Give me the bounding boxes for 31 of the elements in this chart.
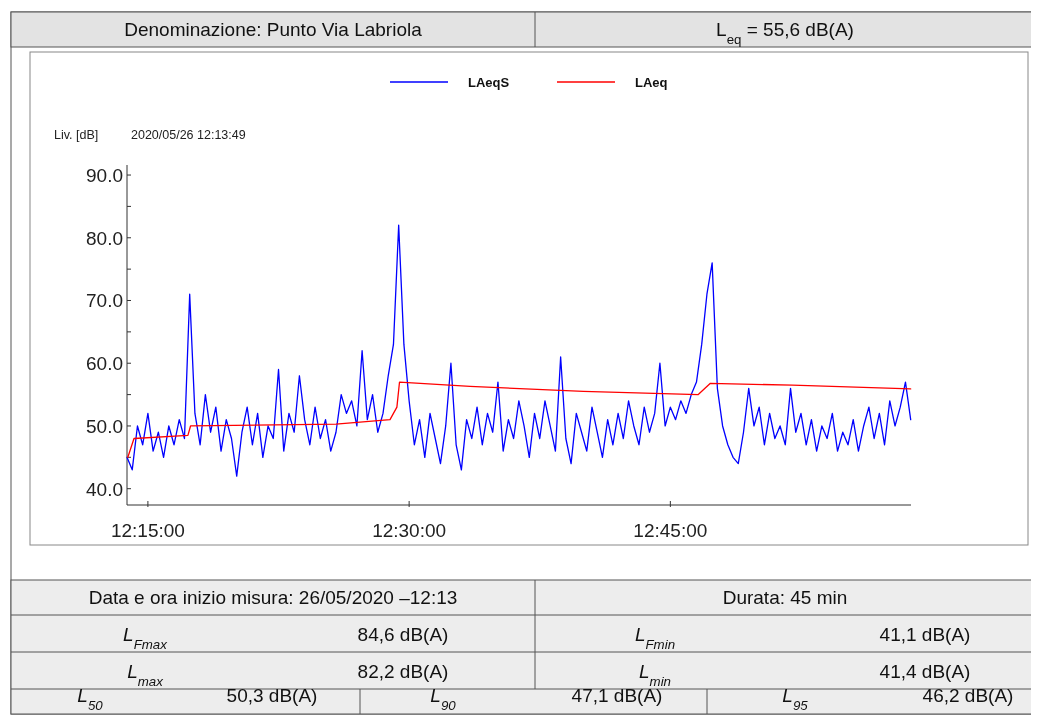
y-axis-title: Liv. [dB] <box>54 128 99 142</box>
text: 2020/05/26 12:13:49 <box>131 128 246 142</box>
text: 41,1 dB(A) <box>879 624 971 645</box>
y-tick-label: 50.0 <box>86 415 123 437</box>
y-tick-label: 60.0 <box>86 353 123 375</box>
text: L$_{Fmax}$ <box>123 624 169 652</box>
legend-label: LAeqS <box>468 75 510 90</box>
x-tick-label: 12:15:00 <box>110 520 185 541</box>
text: 41,4 dB(A) <box>879 661 971 682</box>
text: 82,2 dB(A) <box>357 661 449 682</box>
chart-subtitle: L$_{eq}$ = 55,6 dB(A) <box>716 19 854 47</box>
line-series <box>127 381 912 458</box>
text: 50,3 dB(A) <box>226 685 318 706</box>
text: Data e ora inizio misura: 26/05/2020 –12:13 <box>88 587 458 608</box>
text: L$_{50}$ <box>77 685 104 713</box>
y-tick-label: 40.0 <box>86 478 123 500</box>
text: L$_{max}$ <box>127 661 165 689</box>
legend-label: LAeq <box>635 75 668 90</box>
y-tick-label: 90.0 <box>86 165 123 187</box>
y-tick-label: 80.0 <box>86 227 123 249</box>
line-series <box>126 224 912 477</box>
y-tick-label: 70.0 <box>86 290 123 312</box>
text: Durata: 45 min <box>722 587 848 608</box>
x-tick-label: 12:45:00 <box>633 520 708 541</box>
text: L$_{90}$ <box>430 685 457 713</box>
text: 84,6 dB(A) <box>357 624 449 645</box>
text: 46,2 dB(A) <box>922 685 1014 706</box>
text: L$_{Fmin}$ <box>634 624 676 652</box>
x-tick-label: 12:30:00 <box>372 520 447 541</box>
text: L$_{95}$ <box>782 685 809 713</box>
chart-title: Denominazione: Punto Via Labriola <box>124 19 423 40</box>
